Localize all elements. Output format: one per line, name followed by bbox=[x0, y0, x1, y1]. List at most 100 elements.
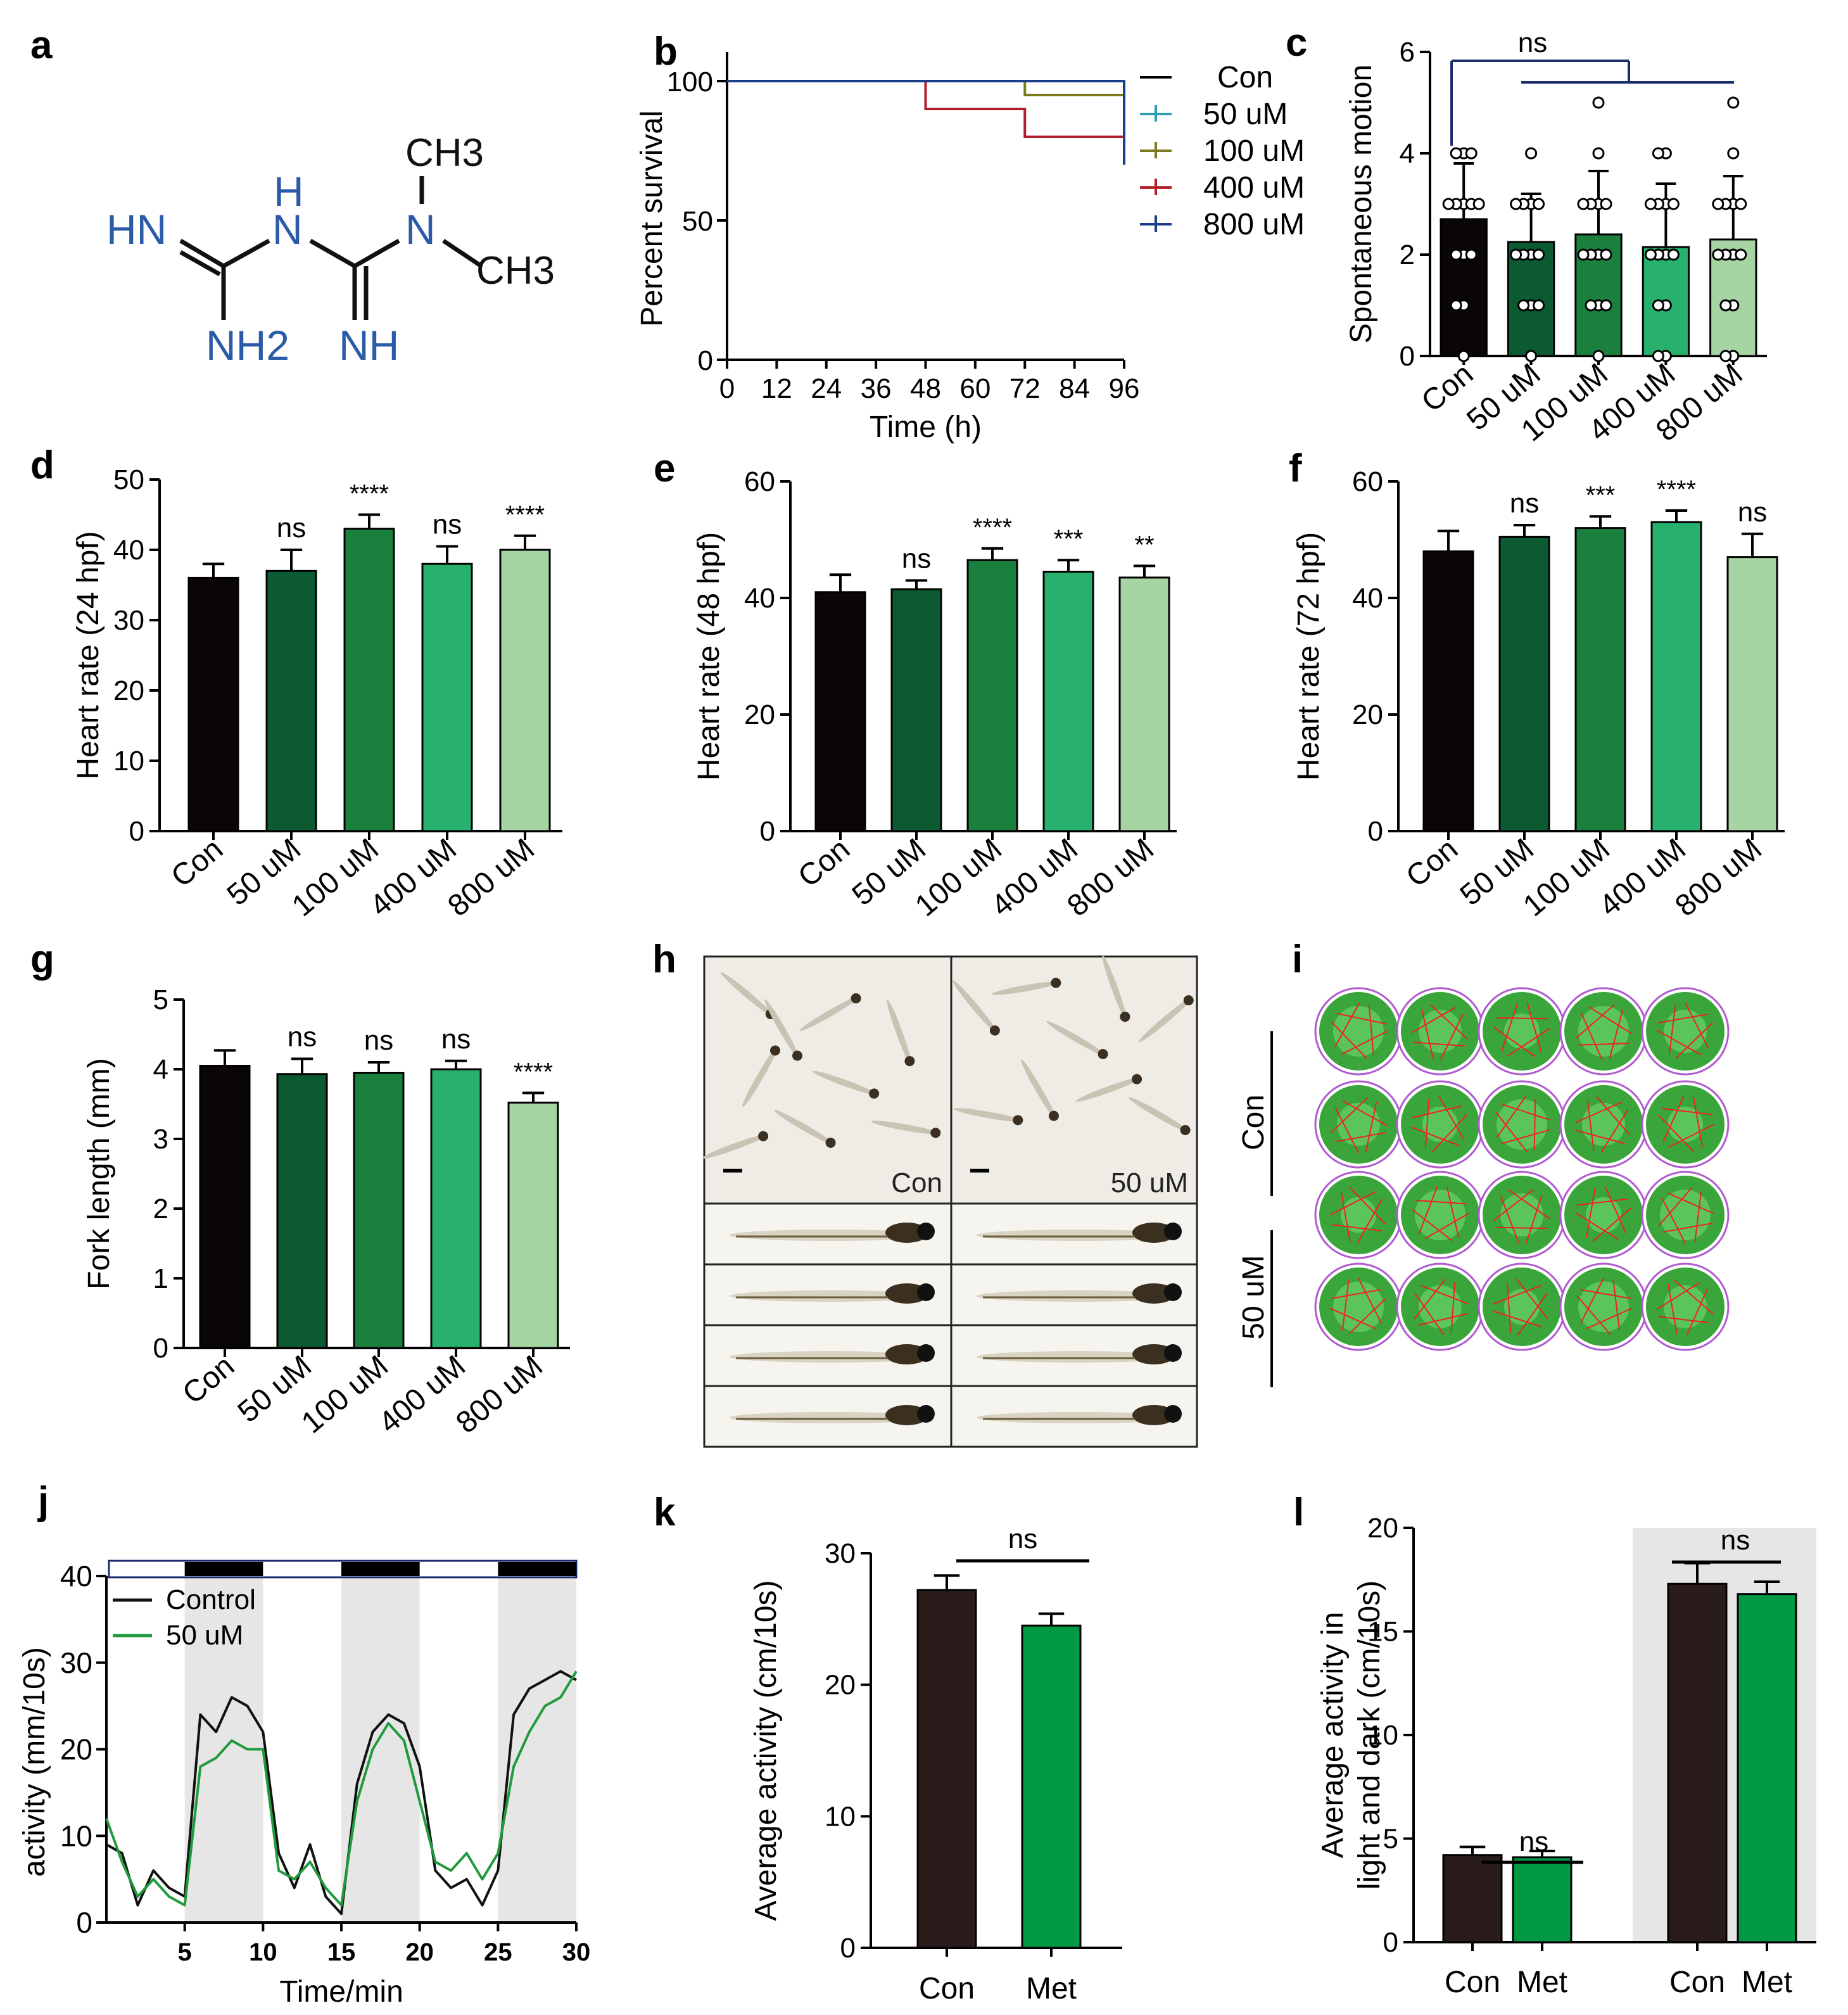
x-category-label: Con bbox=[919, 1972, 975, 2005]
y-tick-label: 4 bbox=[153, 1054, 168, 1085]
track-path bbox=[1336, 1012, 1386, 1025]
data-point bbox=[1600, 299, 1612, 312]
track-path bbox=[1600, 1109, 1629, 1154]
data-point bbox=[1735, 198, 1747, 210]
larva-body bbox=[991, 981, 1061, 995]
atom-h: H bbox=[274, 168, 304, 215]
track-path bbox=[1329, 1191, 1376, 1216]
legend-label: 800 uM bbox=[1203, 208, 1305, 241]
y-tick-label: 10 bbox=[60, 1819, 92, 1852]
y-tick-label: 10 bbox=[1367, 1720, 1398, 1751]
y-tick-label: 40 bbox=[1352, 583, 1383, 614]
data-point bbox=[1600, 198, 1612, 210]
bar-con bbox=[1440, 218, 1488, 357]
track-path bbox=[1415, 1199, 1467, 1205]
panel-label: e bbox=[654, 447, 675, 490]
bar-800-um bbox=[499, 549, 551, 832]
panel-i: i Con 50 uM bbox=[1237, 938, 1730, 1387]
x-category-label: Met bbox=[1742, 1966, 1792, 1999]
dark-period-block bbox=[341, 1562, 420, 1576]
data-point bbox=[1585, 299, 1597, 312]
larva-eye bbox=[1120, 1012, 1130, 1022]
panel-label: i bbox=[1292, 938, 1303, 981]
track-path bbox=[1576, 1295, 1611, 1335]
y-tick-label: 5 bbox=[1383, 1824, 1398, 1855]
data-point bbox=[1719, 350, 1732, 362]
atom-nh2: NH2 bbox=[206, 322, 289, 369]
track-path bbox=[1412, 1105, 1462, 1119]
track-path bbox=[1341, 1031, 1388, 1055]
data-point bbox=[1727, 96, 1740, 109]
y-axis-label: Spontaneous motion bbox=[1345, 65, 1378, 343]
bar-50-um bbox=[265, 569, 317, 832]
x-category-label: Con bbox=[1445, 1966, 1500, 1999]
larva-body bbox=[977, 1290, 1179, 1302]
larva bbox=[813, 1071, 880, 1099]
y-tick-label: 20 bbox=[825, 1670, 856, 1701]
x-tick-label: 84 bbox=[1059, 373, 1090, 404]
x-tick-label: 60 bbox=[959, 373, 990, 404]
track-path bbox=[1438, 1095, 1465, 1141]
condition-label: 50 uM bbox=[1111, 1167, 1188, 1198]
y-tick-label: 50 bbox=[682, 206, 713, 237]
y-tick-label: 4 bbox=[1400, 138, 1415, 169]
track-path bbox=[1658, 1316, 1709, 1324]
track-path bbox=[1580, 1288, 1631, 1299]
y-tick-label: 20 bbox=[113, 675, 144, 706]
track-path bbox=[1496, 1095, 1527, 1138]
significance-label: ns bbox=[433, 509, 462, 540]
x-category-label: 400 uM bbox=[364, 832, 463, 924]
track-path bbox=[1424, 1212, 1469, 1240]
data-point bbox=[1644, 248, 1657, 261]
bar-con bbox=[814, 591, 866, 832]
data-point bbox=[1712, 198, 1725, 210]
larva-body bbox=[952, 980, 998, 1034]
larva-eye bbox=[1051, 977, 1061, 988]
track-path bbox=[1334, 1002, 1360, 1048]
data-point bbox=[1719, 299, 1732, 312]
data-point bbox=[1652, 350, 1664, 362]
track-path bbox=[1526, 1003, 1542, 1053]
larva-body bbox=[774, 1110, 835, 1145]
y-tick-label: 0 bbox=[1383, 1927, 1398, 1958]
y-tick-label: 40 bbox=[744, 583, 775, 614]
legend-label: Control bbox=[166, 1584, 256, 1615]
data-point bbox=[1727, 147, 1740, 160]
track-path bbox=[1585, 1307, 1633, 1330]
significance-label: ns bbox=[364, 1025, 393, 1056]
larva-eye bbox=[1164, 1283, 1182, 1301]
well-track-center bbox=[1500, 1193, 1543, 1236]
data-point bbox=[1577, 198, 1590, 210]
data-point bbox=[1592, 96, 1605, 109]
x-category-label: Con bbox=[1400, 832, 1465, 894]
track-path bbox=[1341, 1280, 1350, 1331]
track-path bbox=[1657, 1114, 1694, 1152]
data-point bbox=[1712, 248, 1725, 261]
track-path bbox=[1579, 1278, 1604, 1324]
atom-hn: HN bbox=[106, 206, 167, 253]
significance-label: **** bbox=[505, 501, 545, 529]
x-category-label: 400 uM bbox=[372, 1349, 472, 1440]
significance-label: ns bbox=[1721, 1525, 1750, 1556]
larva-eye bbox=[904, 1056, 915, 1067]
x-category-label: 800 uM bbox=[450, 1349, 549, 1440]
y-tick-label: 10 bbox=[825, 1801, 856, 1832]
larva-head bbox=[1132, 1283, 1175, 1304]
y-tick-label: 0 bbox=[698, 345, 713, 376]
larva bbox=[952, 980, 1000, 1036]
significance-label: **** bbox=[350, 480, 389, 508]
data-point bbox=[1465, 248, 1478, 261]
y-axis-label: Percent survival bbox=[635, 110, 669, 326]
data-point bbox=[1450, 147, 1462, 160]
track-path bbox=[1574, 1212, 1619, 1240]
bar-100-um bbox=[966, 559, 1018, 832]
data-point bbox=[1517, 299, 1530, 312]
y-tick-label: 10 bbox=[113, 746, 144, 777]
track-path bbox=[1574, 1102, 1622, 1124]
larvae-photo bbox=[950, 955, 1198, 1205]
larva-eye bbox=[1098, 1049, 1108, 1059]
y-tick-label: 60 bbox=[744, 466, 775, 497]
larva-body bbox=[720, 972, 775, 1017]
